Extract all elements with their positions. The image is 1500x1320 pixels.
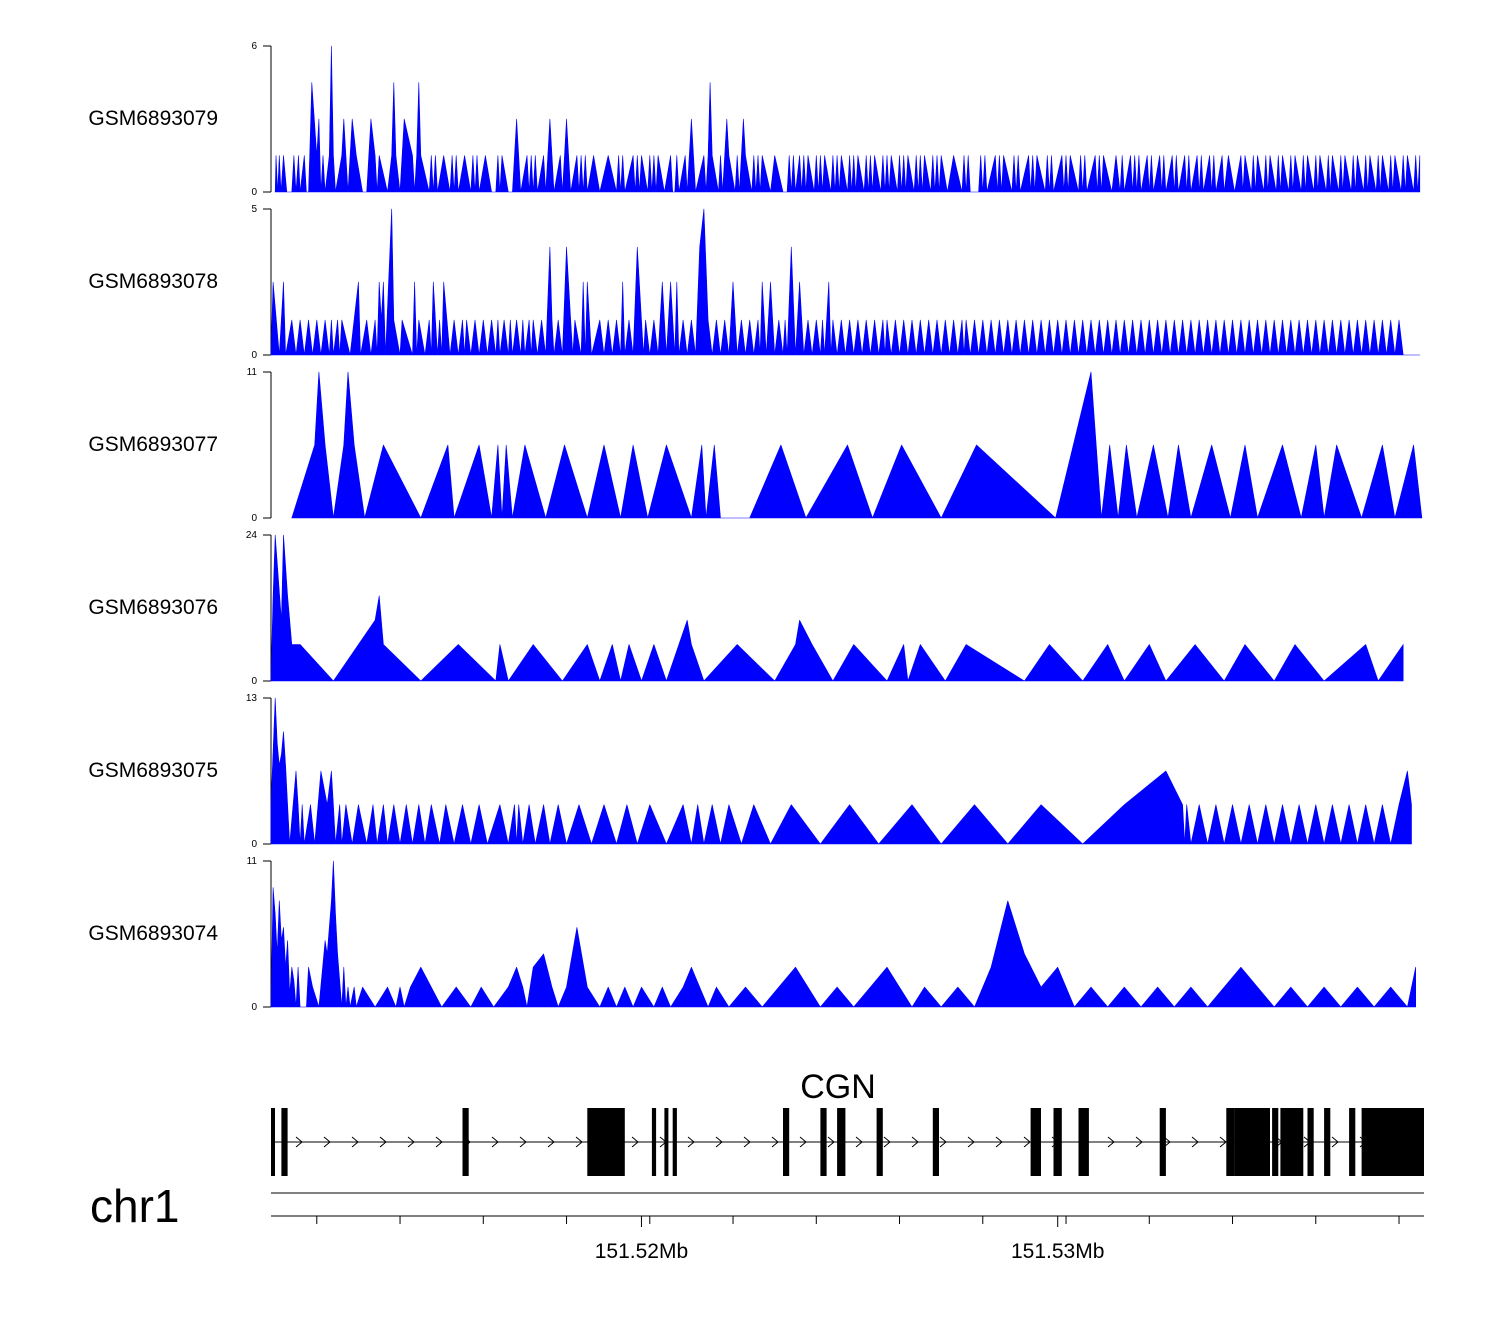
exon-block bbox=[932, 1108, 939, 1176]
track-GSM6893076: GSM6893076 24 0 bbox=[88, 530, 1404, 687]
track-label: GSM6893076 bbox=[88, 596, 218, 619]
y-tick-label: 11 bbox=[247, 856, 258, 867]
strand-arrow bbox=[1107, 1136, 1115, 1148]
strand-arrow bbox=[519, 1136, 527, 1148]
exon-block bbox=[1324, 1108, 1331, 1176]
exon-block bbox=[1226, 1108, 1235, 1176]
strand-arrow bbox=[771, 1136, 779, 1148]
gene-label: CGN bbox=[800, 1068, 876, 1106]
exon-block bbox=[1307, 1108, 1314, 1176]
strand-arrow bbox=[351, 1136, 359, 1148]
exon-block bbox=[1349, 1108, 1356, 1176]
strand-arrow bbox=[855, 1136, 863, 1148]
strand-arrow bbox=[1023, 1136, 1031, 1148]
y-tick-label: 6 bbox=[251, 41, 257, 52]
exon-block bbox=[1280, 1108, 1304, 1176]
coverage-area bbox=[270, 534, 1404, 682]
strand-arrow bbox=[883, 1136, 891, 1148]
track-label: GSM6893077 bbox=[88, 433, 218, 456]
strand-arrow bbox=[407, 1136, 415, 1148]
strand-arrow bbox=[547, 1136, 555, 1148]
strand-arrow bbox=[939, 1136, 947, 1148]
strand-arrow bbox=[995, 1136, 1003, 1148]
exon-block bbox=[876, 1108, 883, 1176]
y-tick-label: 0 bbox=[251, 513, 257, 524]
exon-block bbox=[783, 1108, 790, 1176]
coverage-area bbox=[270, 697, 1412, 845]
y-tick-label: 0 bbox=[251, 350, 257, 361]
strand-arrow bbox=[827, 1136, 835, 1148]
axis-tick-label: 151.52Mb bbox=[595, 1240, 688, 1263]
track-label: GSM6893079 bbox=[88, 107, 218, 130]
exon-block bbox=[837, 1108, 846, 1176]
strand-arrow bbox=[1163, 1136, 1171, 1148]
exon-block bbox=[281, 1108, 288, 1176]
coverage-area bbox=[274, 45, 1421, 193]
chromosome-label: chr1 bbox=[90, 1180, 179, 1232]
track-label: GSM6893074 bbox=[88, 922, 218, 945]
exon-block bbox=[1053, 1108, 1062, 1176]
strand-arrow bbox=[967, 1136, 975, 1148]
exon-block bbox=[672, 1108, 677, 1176]
exon-block bbox=[1272, 1108, 1279, 1176]
exon-block bbox=[1078, 1108, 1089, 1176]
track-GSM6893075: GSM6893075 13 0 bbox=[88, 693, 1412, 850]
y-tick-label: 0 bbox=[251, 839, 257, 850]
exon-block bbox=[1030, 1108, 1041, 1176]
strand-arrow bbox=[799, 1136, 807, 1148]
track-GSM6893078: GSM6893078 5 0 bbox=[88, 204, 1421, 361]
exon-block bbox=[651, 1108, 657, 1176]
exon-block bbox=[820, 1108, 827, 1176]
track-GSM6893079: GSM6893079 6 0 bbox=[88, 41, 1421, 198]
strand-arrow bbox=[435, 1136, 443, 1148]
strand-arrow bbox=[491, 1136, 499, 1148]
gene-track: CGN bbox=[271, 1068, 1424, 1176]
strand-arrow bbox=[715, 1136, 723, 1148]
axis-tick-label: 151.53Mb bbox=[1011, 1240, 1104, 1263]
track-label: GSM6893078 bbox=[88, 270, 218, 293]
exon-block bbox=[664, 1108, 669, 1176]
coverage-area bbox=[270, 208, 1421, 356]
y-tick-label: 11 bbox=[247, 367, 258, 378]
genome-axis: chr1 151.52Mb 151.53Mb bbox=[90, 1180, 1424, 1263]
y-tick-label: 13 bbox=[246, 693, 258, 704]
strand-arrow bbox=[1331, 1136, 1339, 1148]
coverage-area bbox=[270, 860, 1416, 1008]
y-tick-label: 0 bbox=[251, 676, 257, 687]
strand-arrow bbox=[1219, 1136, 1227, 1148]
exon-block bbox=[462, 1108, 469, 1176]
exon-block bbox=[1361, 1108, 1424, 1176]
track-GSM6893074: GSM6893074 11 0 bbox=[88, 856, 1416, 1013]
track-label: GSM6893075 bbox=[88, 759, 218, 782]
strand-arrow bbox=[743, 1136, 751, 1148]
exon-block bbox=[1159, 1108, 1166, 1176]
y-tick-label: 0 bbox=[251, 187, 257, 198]
exon-block bbox=[1234, 1108, 1270, 1176]
coverage-tracks: GSM689307960GSM689307850GSM6893077110GSM… bbox=[88, 41, 1423, 1013]
exon-block bbox=[271, 1108, 275, 1176]
track-GSM6893077: GSM6893077 11 0 bbox=[88, 367, 1423, 524]
strand-arrow bbox=[1191, 1136, 1199, 1148]
strand-arrow bbox=[911, 1136, 919, 1148]
y-tick-label: 24 bbox=[246, 530, 258, 541]
strand-arrow bbox=[323, 1136, 331, 1148]
exon-block bbox=[587, 1108, 625, 1176]
strand-arrow bbox=[575, 1136, 583, 1148]
strand-arrow bbox=[379, 1136, 387, 1148]
y-tick-label: 5 bbox=[251, 204, 257, 215]
strand-arrow bbox=[687, 1136, 695, 1148]
coverage-area bbox=[291, 371, 1423, 519]
strand-arrow bbox=[631, 1136, 639, 1148]
y-tick-label: 0 bbox=[251, 1002, 257, 1013]
strand-arrow bbox=[1135, 1136, 1143, 1148]
strand-arrow bbox=[295, 1136, 303, 1148]
